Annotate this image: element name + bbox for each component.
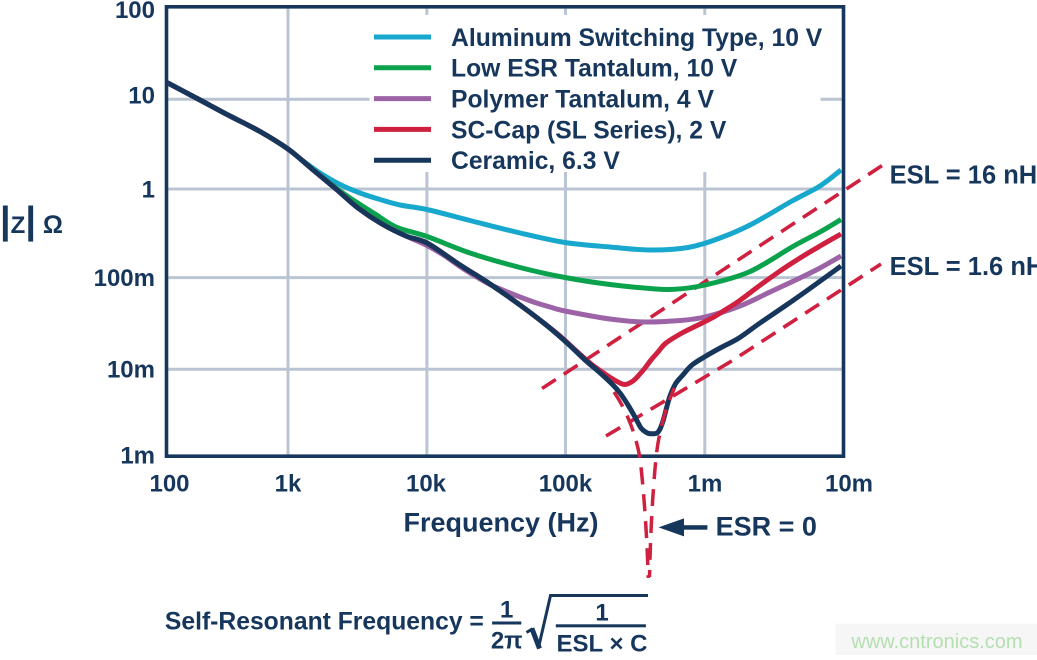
svg-text:1m: 1m [688,470,723,497]
svg-text:Frequency (Hz): Frequency (Hz) [403,507,598,537]
svg-text:Self-Resonant Frequency =: Self-Resonant Frequency = [165,609,484,636]
svg-text:10m: 10m [825,470,873,497]
svg-text:Aluminum Switching Type, 10 V: Aluminum Switching Type, 10 V [451,25,823,52]
svg-text:SC-Cap (SL Series), 2 V: SC-Cap (SL Series), 2 V [451,117,727,144]
svg-text:ESL = 1.6 nH: ESL = 1.6 nH [890,253,1037,281]
svg-text:100: 100 [115,0,155,24]
svg-text:100: 100 [149,470,189,497]
svg-text:2π: 2π [491,628,523,655]
svg-text:10k: 10k [406,470,447,497]
svg-text:|Z| Ω: |Z| Ω [0,200,63,242]
svg-text:www.cntronics.com: www.cntronics.com [850,631,1022,653]
svg-text:1k: 1k [275,470,302,497]
svg-text:1: 1 [500,597,513,624]
svg-text:ESR = 0: ESR = 0 [716,512,817,542]
svg-text:ESL = 16 nH: ESL = 16 nH [890,162,1037,190]
svg-text:1: 1 [595,599,608,626]
svg-text:1m: 1m [120,442,155,469]
svg-text:10: 10 [128,83,155,110]
svg-text:Ceramic, 6.3 V: Ceramic, 6.3 V [451,148,620,175]
svg-text:Polymer Tantalum, 4 V: Polymer Tantalum, 4 V [451,87,714,114]
svg-text:Low ESR Tantalum, 10 V: Low ESR Tantalum, 10 V [451,56,738,83]
svg-text:100k: 100k [539,470,593,497]
svg-text:10m: 10m [107,357,155,384]
svg-text:ESL × C: ESL × C [557,631,648,656]
svg-text:100m: 100m [94,265,155,292]
svg-text:1: 1 [142,176,155,203]
